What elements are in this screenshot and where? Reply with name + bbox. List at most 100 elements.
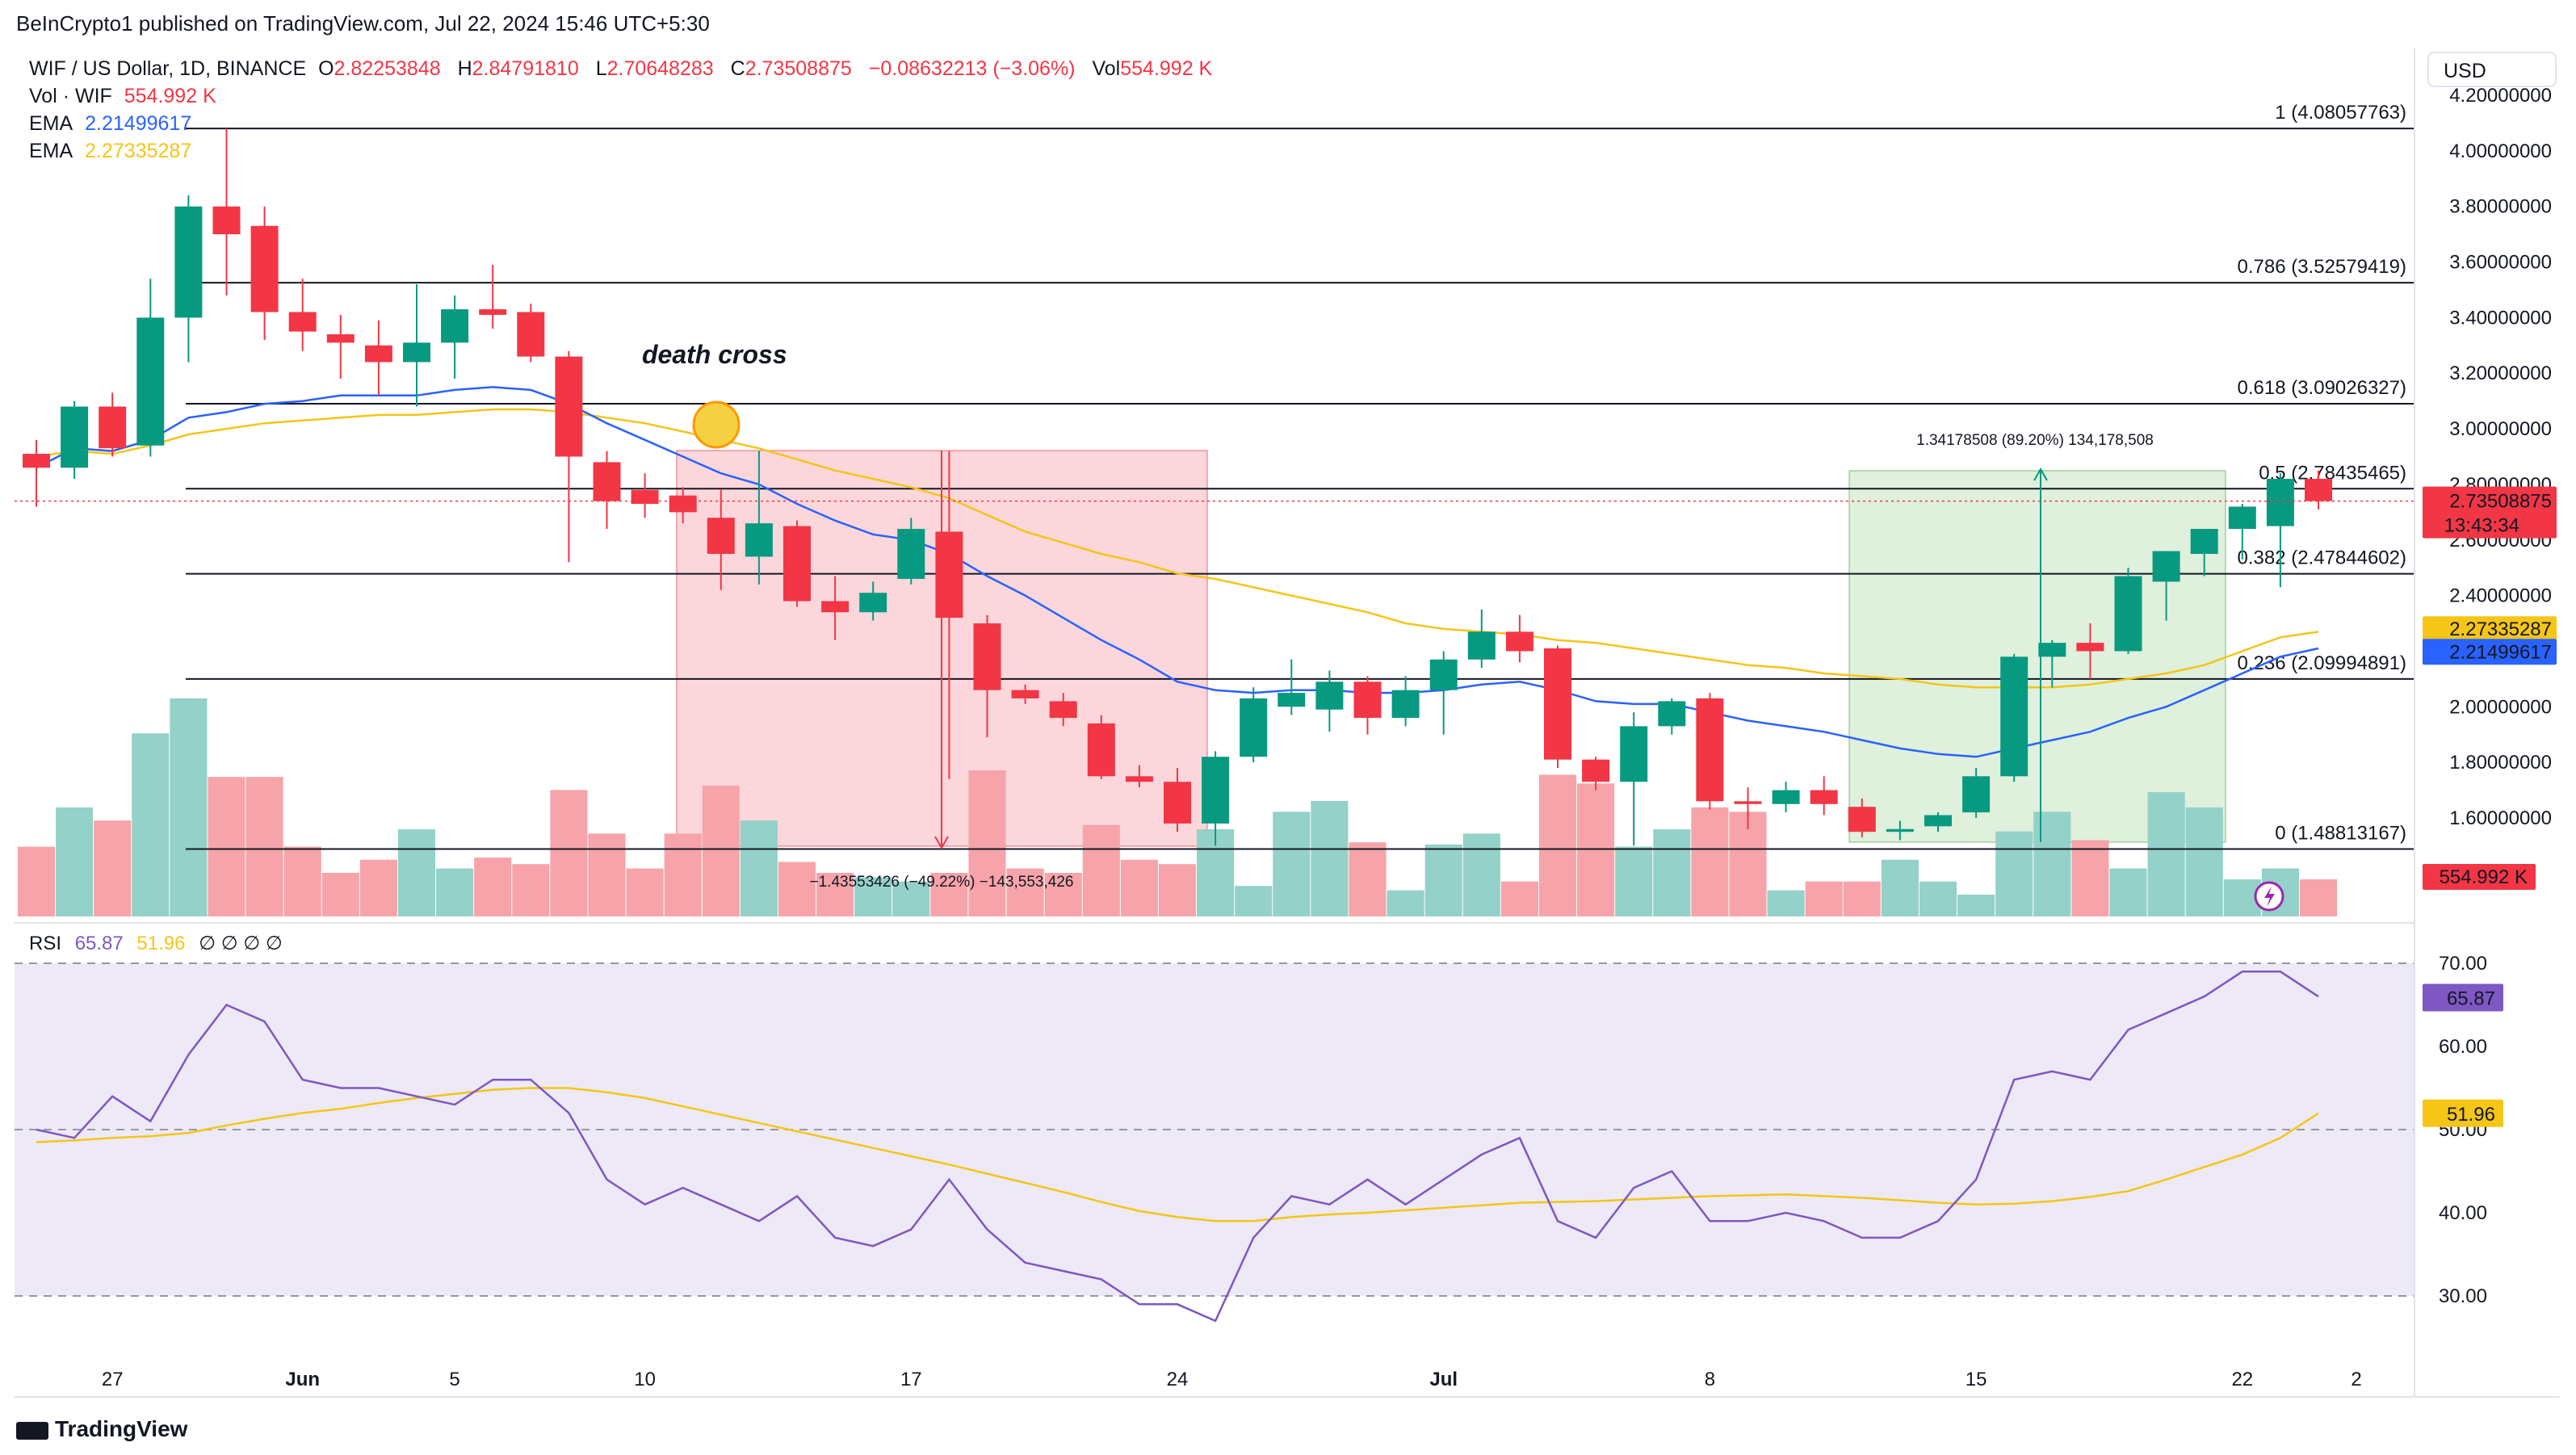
volume-bar [56, 807, 94, 916]
symbol-title[interactable]: WIF / US Dollar, 1D, BINANCE [29, 57, 307, 80]
rsi-placeholder-values: ∅ ∅ ∅ ∅ [199, 933, 283, 954]
close-label: C [730, 57, 745, 80]
open-value: 2.82253848 [334, 57, 441, 80]
rsi-legend[interactable]: RSI 65.87 51.96 ∅ ∅ ∅ ∅ [29, 932, 291, 955]
candle-body [1011, 690, 1039, 698]
tradingview-brand-text: TradingView [55, 1416, 188, 1441]
vol-label: Vol [1092, 57, 1121, 80]
death-cross-marker [692, 400, 740, 449]
volume-bar [1691, 807, 1729, 916]
volume-bar [474, 857, 512, 916]
volume-bar [17, 846, 56, 916]
candle-body [1202, 757, 1230, 824]
volume-bar [2071, 840, 2109, 916]
volume-bar [930, 873, 968, 916]
fibonacci-retracement[interactable]: 1 (4.08057763) 0.786 (3.52579419) 0.618 (3… [186, 102, 2414, 850]
rsi-tag-bg [2423, 983, 2503, 1012]
ema-slow-tag-bg [2423, 616, 2557, 643]
volume-bar [740, 820, 778, 916]
volume-bar [1653, 829, 1691, 916]
volume-bar [1995, 831, 2033, 916]
candle-body [1087, 723, 1115, 777]
candle-body [1658, 701, 1686, 727]
rsi-ma-tag-bg [2423, 1099, 2503, 1127]
candle-body [2228, 506, 2256, 529]
candle-body [897, 529, 925, 579]
rsi-axis-tick: 30.00 [2439, 1285, 2487, 1307]
candle-body [1353, 681, 1382, 719]
volume-bar [854, 877, 892, 916]
volume-bar [1919, 881, 1957, 916]
change-value: −0.08632213 (−3.06%) [868, 57, 1076, 80]
candle-body [973, 623, 1001, 690]
candle-body [2305, 479, 2332, 501]
fib-level-label: 0.786 (3.52579419) [2237, 256, 2406, 278]
candle-body [2000, 656, 2028, 777]
candle-body [2076, 643, 2104, 652]
long-measure-label: 1.34178508 (89.20%) 134,178,508 [1916, 432, 2154, 449]
volume-bar [778, 862, 816, 916]
volume-bar [321, 873, 359, 916]
candle-body [1315, 681, 1344, 710]
volume-bars [17, 698, 2338, 916]
legend-ema-fast-row[interactable]: EMA 2.21499617 [29, 110, 1212, 137]
volume-bar [1615, 846, 1653, 916]
volume-tag: 554.992 K [2440, 866, 2528, 888]
rsi-axis-tick: 40.00 [2439, 1202, 2487, 1224]
candle-body [1924, 815, 1952, 827]
death-cross-label: death cross [642, 340, 787, 369]
price-axis-tick: 1.80000000 [2449, 752, 2552, 774]
ema-slow-label: EMA [29, 140, 73, 162]
volume-bar [94, 820, 132, 916]
volume-bar [1044, 873, 1082, 916]
rsi-ma-tag: 51.96 [2447, 1104, 2495, 1126]
tradingview-logo[interactable]: TradingView [16, 1416, 187, 1442]
currency-button[interactable]: USD [2427, 52, 2557, 87]
rsi-pane [15, 962, 2414, 1297]
time-axis-tick: Jul [1429, 1369, 1458, 1390]
candle-body [1962, 776, 1991, 813]
volume-bar [626, 868, 664, 916]
rsi-axis-tick: 60.00 [2439, 1036, 2487, 1058]
volume-bar [1462, 833, 1500, 916]
candle-body [2152, 551, 2180, 582]
time-axis-tick: 5 [449, 1369, 459, 1390]
measure-zones [676, 450, 2226, 847]
candle-body [326, 334, 355, 343]
legend-ema-slow-row[interactable]: EMA 2.27335287 [29, 137, 1212, 165]
volume-bar [359, 859, 397, 916]
time-axis-tick: Jun [285, 1369, 320, 1390]
volume-bar [1082, 824, 1120, 916]
volume-bar [968, 770, 1006, 916]
candle-body [631, 489, 659, 505]
volume-indicator-value: 554.992 K [124, 85, 216, 107]
time-axis-tick: 10 [634, 1369, 656, 1390]
fib-level-label: 1 (4.08057763) [2275, 102, 2406, 124]
long-position-zone [1848, 470, 2226, 843]
candle-body [1278, 693, 1306, 707]
long-arrow-head [2033, 467, 2048, 481]
candle-body [707, 518, 735, 554]
volume-bar [1311, 800, 1349, 916]
rsi-line [36, 971, 2319, 1323]
candle-body [250, 225, 279, 312]
annotations: death cross −1.43553426 (−49.22%) −143,55… [15, 340, 2414, 912]
candle-body [61, 406, 89, 468]
volume-bar [664, 833, 702, 916]
legend-volume-row[interactable]: Vol · WIF 554.992 K [29, 82, 1212, 110]
price-axis-tick: 3.80000000 [2449, 196, 2552, 218]
candle-body [1696, 698, 1724, 802]
candle-body [441, 309, 469, 343]
candle-body [1810, 790, 1838, 804]
volume-bar [1767, 890, 1805, 916]
lightning-icon-glyph [2264, 887, 2275, 907]
publisher-header: BeInCrypto1 published on TradingView.com… [16, 11, 710, 36]
time-axis-tick: 2 [2351, 1369, 2361, 1390]
volume-bar [1577, 783, 1615, 916]
time-axis-tick: 17 [900, 1369, 922, 1390]
volume-bar [2299, 879, 2338, 916]
volume-bar [1500, 881, 1538, 916]
candle-body [1582, 759, 1610, 782]
rsi-label: RSI [29, 933, 62, 954]
